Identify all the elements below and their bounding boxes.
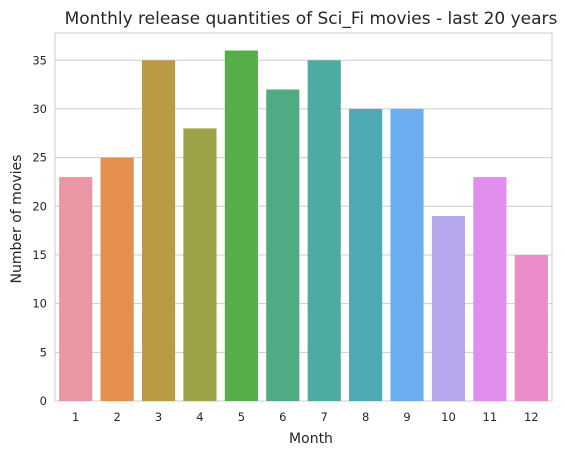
bar-month-3 (141, 60, 176, 402)
bar-month-11 (473, 177, 507, 401)
y-tick-label-35: 35 (32, 53, 47, 67)
x-tick-label-8: 8 (362, 410, 369, 424)
bar-month-6 (266, 89, 300, 401)
bar-month-5 (224, 50, 258, 402)
bars (59, 50, 548, 402)
bar-month-4 (183, 128, 217, 401)
x-axis-label: Month (289, 431, 333, 447)
x-tick-label-3: 3 (155, 410, 162, 424)
gridlines (55, 59, 552, 402)
x-tick-label-12: 12 (524, 410, 539, 424)
bar-month-8 (349, 108, 383, 401)
x-tick-label-9: 9 (403, 410, 410, 424)
x-tick-labels: 1 2 3 4 5 6 7 8 9 10 11 12 (72, 410, 539, 424)
plot-frame (54, 32, 553, 402)
bar-month-12 (514, 254, 548, 401)
y-tick-label-25: 25 (32, 151, 47, 165)
y-tick-label-5: 5 (40, 345, 47, 359)
bar-month-10 (431, 216, 466, 401)
x-tick-label-1: 1 (72, 410, 79, 424)
chart-title: Monthly release quantities of Sci_Fi mov… (65, 9, 558, 29)
x-tick-label-4: 4 (196, 410, 203, 424)
y-tick-label-0: 0 (40, 394, 47, 408)
x-tick-label-11: 11 (483, 410, 498, 424)
x-tick-label-10: 10 (441, 410, 456, 424)
bar-month-1 (59, 177, 93, 401)
bar-month-9 (390, 108, 424, 401)
y-tick-label-10: 10 (32, 297, 47, 311)
x-tick-label-2: 2 (113, 410, 120, 424)
x-tick-label-6: 6 (279, 410, 286, 424)
bar-month-7 (307, 60, 341, 402)
y-axis-label: Number of movies (9, 155, 25, 284)
y-tick-labels: 0 5 10 15 20 25 30 35 (32, 53, 47, 408)
y-tick-label-15: 15 (32, 248, 47, 262)
x-tick-label-5: 5 (238, 410, 245, 424)
x-tick-label-7: 7 (321, 410, 328, 424)
bar-month-2 (100, 157, 134, 401)
y-tick-label-30: 30 (32, 102, 47, 116)
y-tick-label-20: 20 (32, 199, 47, 213)
